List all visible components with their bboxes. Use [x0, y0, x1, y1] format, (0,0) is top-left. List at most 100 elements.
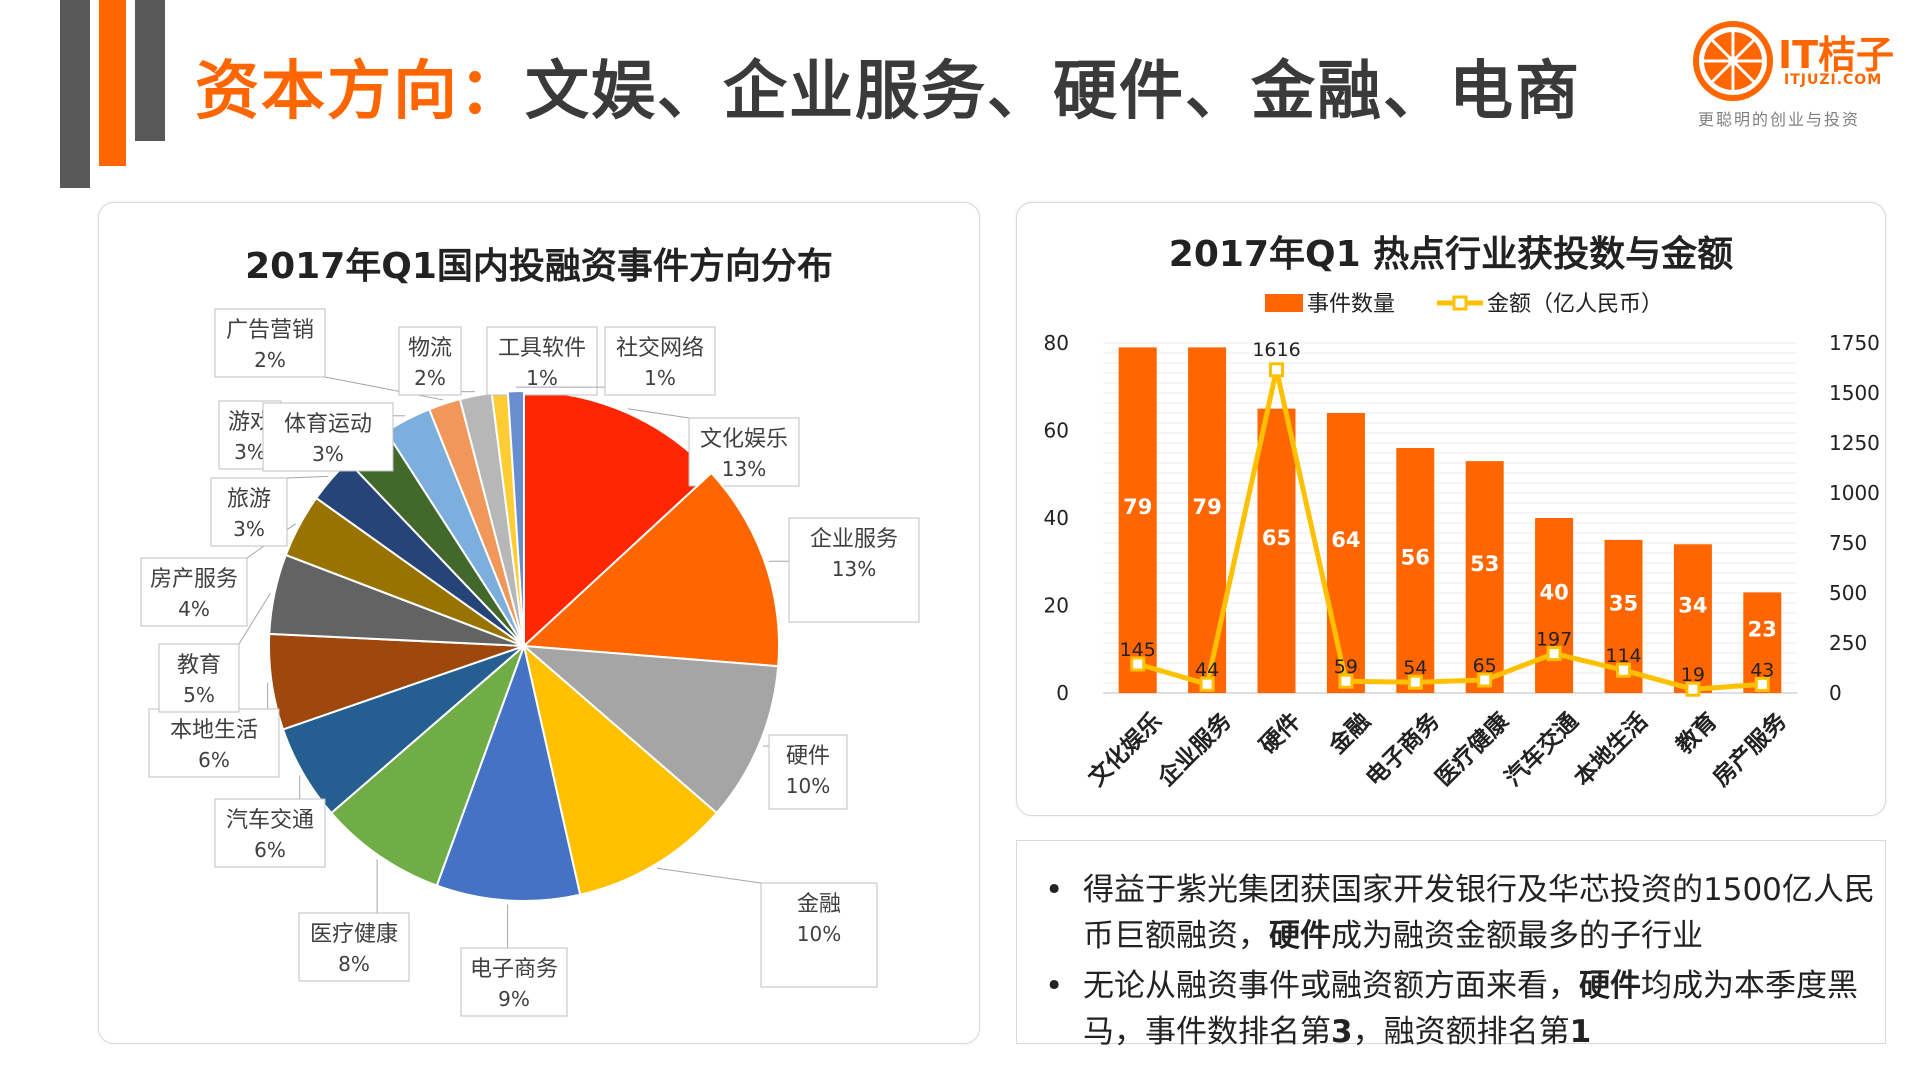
- pie-pct-1: 13%: [832, 557, 876, 581]
- pie-pct-14: 2%: [414, 366, 446, 390]
- y-right-tick: 1750: [1829, 331, 1880, 355]
- logo-domain-text: ITJUZI.COM: [1784, 72, 1883, 88]
- decor-bar-3: [135, 0, 165, 141]
- note-text-part: 均成为本季度黑马，事件数排名第: [1083, 968, 1858, 1050]
- bar-chart-panel: 2017年Q1 热点行业获投数与金额 0 20 40 60 80 0 250 500 750 10…: [1016, 202, 1886, 816]
- note-text-part: 得益于紫光集团获国家开发银行及华芯投资的1500亿人民币巨额融资，: [1083, 872, 1875, 954]
- pie-label-box-2: [768, 734, 848, 810]
- pie-pct-8: 5%: [183, 683, 215, 707]
- pie-label-box-15: [486, 326, 598, 396]
- legend-bar-swatch: [1265, 294, 1303, 312]
- pie-chart: 文化娱乐 13% 企业服务 13% 硬件 10% 金融 10% 电子商务 9% 医疗健康 8% 汽车交通…: [140, 308, 920, 1017]
- pie-label-8: 教育: [177, 653, 221, 678]
- legend-line-label: 金额（亿人民币）: [1487, 292, 1663, 317]
- y-left-tick: 20: [1044, 594, 1069, 618]
- pie-pct-12: 3%: [312, 442, 344, 466]
- pie-label-box-7: [148, 708, 280, 778]
- note-text-part: 3: [1331, 1014, 1353, 1050]
- line-point-5: [1477, 672, 1493, 688]
- pie-slice-1: [521, 471, 780, 668]
- bar-value-label-7: 35: [1609, 591, 1638, 615]
- page-title: 资本方向：文娱、企业服务、硬件、金融、电商: [195, 40, 1581, 132]
- bar-1: [1188, 347, 1227, 693]
- line-value-label-9: 43: [1750, 659, 1774, 681]
- pie-label-box-16: [604, 326, 716, 396]
- y-left-tick: 40: [1044, 506, 1069, 530]
- decor-bar-1: [60, 0, 90, 188]
- note-text-part: 硬件: [1269, 918, 1331, 954]
- y-left-tick: 0: [1056, 681, 1069, 705]
- pie-label-box-12: [262, 402, 394, 472]
- pie-pct-6: 6%: [254, 838, 286, 862]
- line-point-9: [1754, 676, 1770, 692]
- legend-line-marker: [1452, 295, 1468, 311]
- logo-brand-text: IT桔子: [1778, 33, 1895, 77]
- brand-logo: IT桔子 ITJUZI.COM 更聪明的创业与投资: [1692, 18, 1902, 129]
- bar-5: [1465, 461, 1504, 693]
- bar-value-label-1: 79: [1192, 495, 1221, 519]
- y-right-tick: 1000: [1829, 481, 1880, 505]
- y-right-tick: 0: [1829, 681, 1842, 705]
- pie-label-box-13: [214, 308, 326, 378]
- bar-4: [1396, 448, 1435, 693]
- pie-leader-line-8: [238, 592, 271, 645]
- bar-3: [1326, 413, 1365, 693]
- pie-pct-16: 1%: [644, 366, 676, 390]
- note-text-part: 硬件: [1579, 968, 1641, 1004]
- y-left-tick: 60: [1044, 419, 1069, 443]
- orange-slice-icon: [1693, 21, 1773, 101]
- pie-label-box-6: [214, 798, 326, 868]
- pie-label-14: 物流: [408, 336, 452, 361]
- pie-label-0: 文化娱乐: [700, 427, 788, 452]
- pie-label-box-9: [140, 557, 248, 627]
- pie-pct-13: 2%: [254, 348, 286, 372]
- line-point-2: [1269, 362, 1284, 378]
- note-text-part: 无论从融资事件或融资额方面来看，: [1083, 968, 1579, 1004]
- y-right-tick: 500: [1829, 581, 1867, 605]
- line-point-6: [1546, 646, 1562, 662]
- y-right-tick: 250: [1829, 631, 1867, 655]
- bar-value-label-5: 53: [1470, 552, 1499, 576]
- category-label-1: 企业服务: [1152, 707, 1238, 793]
- pie-label-2: 硬件: [786, 744, 830, 769]
- bar-value-label-2: 65: [1262, 526, 1291, 550]
- bar-line-chart: 0 20 40 60 80 0 250 500 750 1000 1250 1500 1750 79 79 6…: [1044, 292, 1880, 793]
- note-text-part: 1: [1569, 1014, 1592, 1050]
- category-label-2: 硬件: [1255, 708, 1306, 759]
- pie-leader-line-0: [627, 408, 690, 419]
- bar-value-label-0: 79: [1123, 495, 1152, 519]
- pie-label-box-0: [688, 417, 800, 487]
- pie-label-box-14: [398, 326, 462, 396]
- pie-label-box-3: [760, 882, 878, 988]
- category-label-9: 房产服务: [1708, 707, 1793, 792]
- line-value-label-5: 65: [1473, 655, 1497, 677]
- pie-pct-15: 1%: [526, 366, 558, 390]
- category-label-6: 汽车交通: [1500, 707, 1584, 791]
- pie-pct-2: 10%: [786, 774, 830, 798]
- pie-slice-16: [506, 389, 525, 647]
- bar-value-label-3: 64: [1331, 528, 1360, 552]
- note-item-0: • 得益于紫光集团获国家开发银行及华芯投资的1500亿人民币巨额融资，硬件成为融资…: [1035, 867, 1875, 959]
- pie-label-9: 房产服务: [150, 567, 238, 592]
- bullet-icon: •: [1045, 968, 1064, 1004]
- pie-label-12: 体育运动: [284, 412, 372, 437]
- pie-label-10: 旅游: [227, 487, 271, 512]
- bar-6: [1535, 518, 1574, 693]
- page-title-rest: 文娱、企业服务、硬件、金融、电商: [525, 55, 1581, 129]
- pie-pct-7: 6%: [198, 748, 230, 772]
- category-label-4: 电子商务: [1361, 707, 1446, 792]
- bar-9: [1743, 592, 1782, 693]
- pie-label-box-8: [158, 643, 240, 713]
- pie-leader-line-10: [286, 475, 329, 479]
- pie-slice-4: [435, 642, 582, 902]
- line-point-8: [1685, 681, 1701, 697]
- line-value-label-8: 19: [1681, 664, 1705, 686]
- pie-label-13: 广告营销: [226, 318, 314, 343]
- category-label-8: 教育: [1671, 707, 1723, 759]
- page-title-accent: 资本方向：: [195, 55, 525, 129]
- line-point-0: [1130, 656, 1146, 672]
- pie-label-box-1: [788, 517, 920, 623]
- bar-8: [1673, 544, 1712, 693]
- category-label-7: 本地生活: [1570, 708, 1653, 791]
- pie-leader-line-13: [324, 376, 444, 401]
